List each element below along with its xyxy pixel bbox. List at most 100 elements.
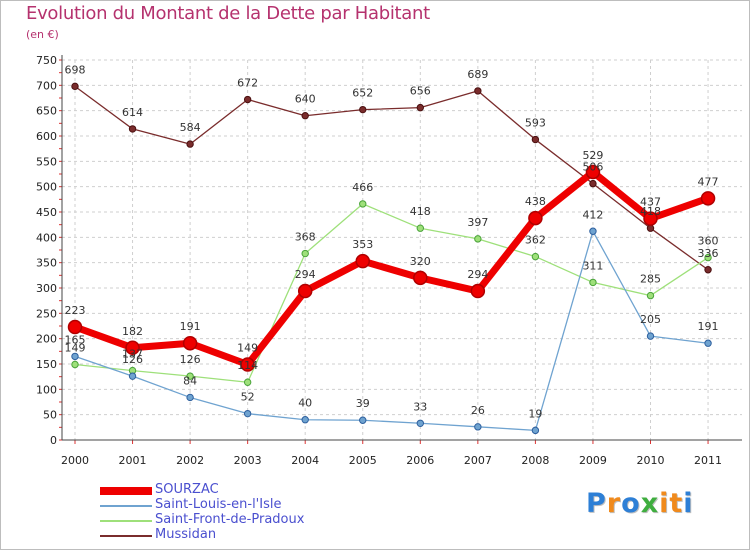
y-tick-label: 400: [36, 231, 57, 244]
y-tick-label: 100: [36, 383, 57, 396]
data-point: [243, 378, 252, 386]
data-label: 614: [122, 106, 143, 119]
data-point: [186, 372, 194, 380]
data-label: 640: [295, 93, 316, 106]
data-label: 149: [65, 342, 86, 355]
legend-swatch: [100, 504, 152, 507]
logo-letter: o: [621, 488, 641, 519]
x-tick-label: 2011: [694, 454, 722, 467]
data-point: [67, 319, 83, 335]
data-point: [240, 357, 255, 372]
data-label: 466: [352, 181, 373, 194]
data-point: [528, 210, 543, 226]
x-tick-label: 2005: [349, 454, 377, 467]
data-label: 438: [525, 195, 546, 208]
data-label: 368: [295, 231, 316, 244]
data-point: [71, 352, 79, 361]
series-line-2: [74, 203, 709, 383]
data-label: 294: [295, 268, 316, 281]
line-chart: 0 50 100 150 200 250 300 350 400 450 500 550 600 650 7…: [36, 54, 742, 467]
data-label: 672: [237, 77, 258, 90]
data-label: 137: [122, 348, 143, 361]
data-label: 529: [582, 149, 603, 162]
y-tick-label: 600: [36, 130, 57, 143]
series-line-0: [73, 168, 710, 369]
data-label: 205: [640, 313, 661, 326]
data-label: 353: [352, 238, 373, 251]
y-tick-label: 750: [36, 54, 57, 67]
data-point: [531, 426, 540, 435]
data-label: 362: [525, 234, 546, 247]
series-line-3: [74, 85, 709, 271]
chart-unit: (en €): [26, 28, 59, 41]
data-label: 412: [582, 208, 603, 221]
data-label: 191: [180, 320, 201, 333]
data-label: 149: [237, 342, 258, 355]
data-label: 52: [241, 391, 255, 404]
data-point: [359, 416, 367, 424]
y-tick-label: 550: [36, 155, 57, 168]
data-label: 477: [698, 175, 719, 188]
x-tick-label: 2004: [291, 454, 319, 467]
data-label: 397: [467, 216, 488, 229]
data-point: [125, 340, 140, 356]
logo-letter: r: [606, 488, 622, 519]
data-point: [416, 103, 424, 112]
legend-label: Mussidan: [155, 527, 217, 542]
data-label: 360: [698, 235, 719, 248]
x-tick-label: 2007: [464, 454, 492, 467]
x-tick-label: 2009: [579, 454, 607, 467]
y-tick-label: 650: [36, 105, 57, 118]
data-label: 311: [582, 259, 603, 272]
data-label: 114: [237, 359, 258, 372]
data-label: 126: [122, 353, 143, 366]
y-tick-label: 250: [36, 307, 57, 320]
data-point: [474, 87, 482, 95]
data-label: 191: [698, 320, 719, 333]
logo-letter: t: [669, 488, 684, 519]
data-point: [589, 227, 597, 235]
legend-swatch: [100, 486, 152, 495]
data-point: [589, 278, 597, 287]
data-point: [243, 95, 252, 104]
data-point: [182, 335, 198, 351]
data-point: [128, 372, 137, 380]
x-tick-label: 2003: [234, 454, 262, 467]
data-label: 40: [298, 397, 312, 410]
data-label: 418: [410, 205, 431, 218]
data-point: [359, 105, 367, 114]
data-point: [301, 112, 309, 120]
data-point: [243, 409, 252, 418]
data-point: [531, 252, 540, 261]
y-tick-label: 450: [36, 206, 57, 219]
series-lines: [67, 82, 716, 435]
data-label: 698: [65, 63, 86, 76]
data-point: [704, 253, 712, 262]
x-tick-label: 2006: [406, 454, 434, 467]
y-tick-label: 700: [36, 79, 57, 92]
logo-letter: P: [586, 488, 607, 519]
legend-label: Saint-Louis-en-l'Isle: [155, 497, 282, 512]
y-tick-label: 200: [36, 333, 57, 346]
data-label: 593: [525, 117, 546, 130]
data-point: [186, 140, 194, 148]
chart-title: Evolution du Montant de la Dette par Hab…: [26, 3, 430, 24]
y-tick-label: 0: [50, 434, 57, 447]
proxiti-logo: Proxiti: [586, 488, 694, 519]
data-point: [71, 360, 79, 369]
data-label: 223: [65, 304, 86, 317]
data-point: [531, 135, 540, 144]
axes: 0 50 100 150 200 250 300 350 400 450 500 550 600 650 7…: [36, 54, 742, 467]
legend-swatch: [100, 534, 152, 537]
series-line-1: [74, 230, 709, 432]
data-point: [416, 419, 424, 427]
data-point: [700, 191, 716, 206]
data-label: 285: [640, 273, 661, 286]
data-point: [186, 393, 194, 402]
y-tick-label: 500: [36, 181, 57, 194]
data-label: 320: [410, 255, 431, 268]
x-tick-label: 2000: [61, 454, 89, 467]
data-point: [585, 164, 601, 180]
data-point: [474, 423, 482, 431]
